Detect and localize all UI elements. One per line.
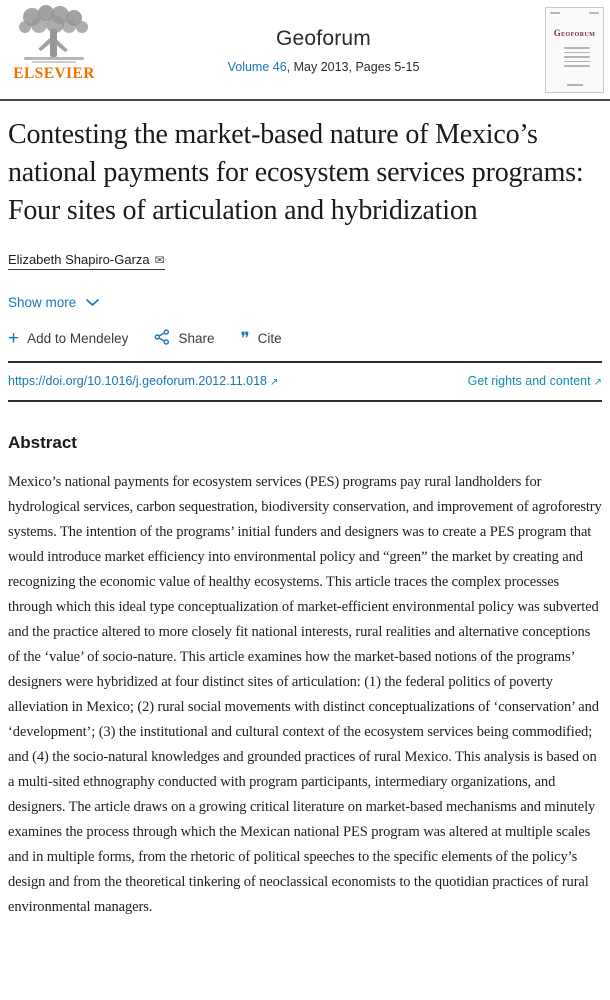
elsevier-wordmark: ELSEVIER xyxy=(13,65,95,82)
share-label: Share xyxy=(178,331,215,346)
email-envelope-icon[interactable]: ✉ xyxy=(154,252,165,267)
doi-link[interactable]: https://doi.org/10.1016/j.geoforum.2012.… xyxy=(8,374,278,388)
cover-masthead-marks xyxy=(550,12,599,14)
add-to-mendeley-label: Add to Mendeley xyxy=(27,331,129,346)
share-button[interactable]: Share xyxy=(154,329,214,348)
get-rights-label: Get rights and content xyxy=(467,374,591,388)
doi-link-text: https://doi.org/10.1016/j.geoforum.2012.… xyxy=(8,374,267,388)
elsevier-logo[interactable]: ELSEVIER xyxy=(6,5,102,83)
doi-row: https://doi.org/10.1016/j.geoforum.2012.… xyxy=(8,363,602,402)
journal-info: Geoforum Volume 46, May 2013, Pages 5-15 xyxy=(102,5,545,74)
author-name-text: Elizabeth Shapiro-Garza xyxy=(8,252,150,267)
journal-title-link[interactable]: Geoforum xyxy=(276,27,371,50)
article-title: Contesting the market-based nature of Me… xyxy=(8,119,584,226)
action-toolbar: + Add to Mendeley Share xyxy=(8,329,602,363)
article-content: Contesting the market-based nature of Me… xyxy=(0,116,610,920)
cover-toc-lines xyxy=(564,47,599,67)
cite-label: Cite xyxy=(257,331,282,346)
author-link[interactable]: Elizabeth Shapiro-Garza ✉ xyxy=(8,252,165,270)
add-to-mendeley-button[interactable]: + Add to Mendeley xyxy=(8,327,129,349)
author-row: Elizabeth Shapiro-Garza ✉ xyxy=(8,252,602,270)
cover-footer-mark xyxy=(566,84,583,86)
abstract-heading: Abstract xyxy=(8,433,77,452)
elsevier-tree-icon xyxy=(6,5,102,67)
cite-quote-icon: ❞ xyxy=(240,328,250,348)
cite-button[interactable]: ❞ Cite xyxy=(240,328,282,348)
show-more-label: Show more xyxy=(8,295,77,310)
abstract-text: Mexico’s national payments for ecosystem… xyxy=(8,474,602,915)
share-icon xyxy=(154,329,170,348)
external-link-icon: ↗ xyxy=(593,377,602,388)
show-more-button[interactable]: Show more xyxy=(8,295,100,310)
cover-title-text: Geoforum xyxy=(553,28,596,38)
journal-cover-thumbnail[interactable]: Geoforum xyxy=(545,7,604,93)
volume-link[interactable]: Volume 46 xyxy=(227,60,287,74)
plus-icon: + xyxy=(8,327,20,349)
external-link-icon: ↗ xyxy=(269,377,279,388)
get-rights-link[interactable]: Get rights and content ↗ xyxy=(468,374,602,388)
chevron-down-icon xyxy=(85,298,100,307)
issue-info-text: , May 2013, Pages 5-15 xyxy=(286,60,420,74)
journal-issue-line: Volume 46, May 2013, Pages 5-15 xyxy=(102,60,545,74)
journal-header: ELSEVIER Geoforum Volume 46, May 2013, P… xyxy=(0,0,610,101)
